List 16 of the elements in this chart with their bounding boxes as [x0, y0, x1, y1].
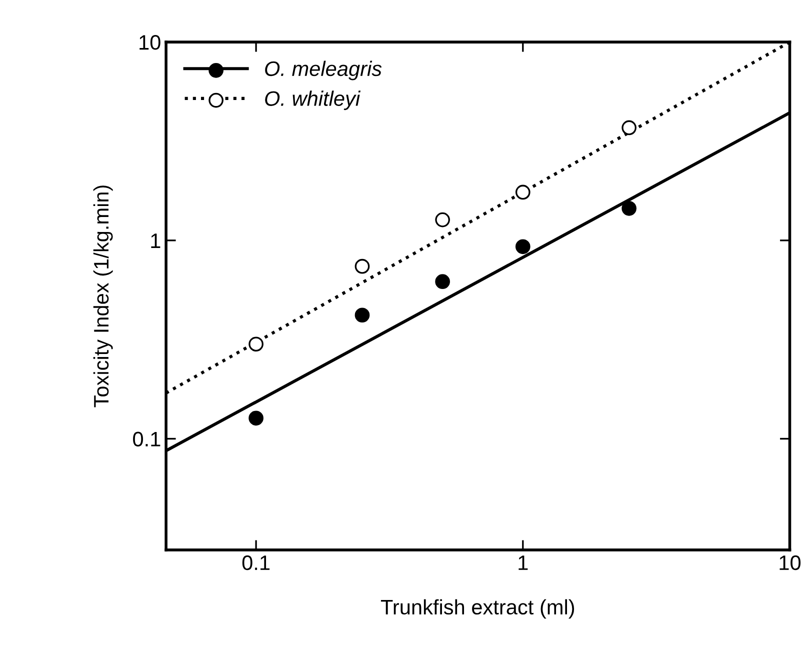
y-tick-label: 0.1 [133, 432, 160, 446]
y-tick-label: 10 [140, 35, 160, 50]
point [622, 120, 637, 136]
point [622, 200, 637, 216]
y-tick-label: 1 [151, 234, 160, 248]
point [248, 410, 264, 426]
legend-label: O. meleagris [265, 60, 382, 80]
x-tick-label: 1 [518, 556, 528, 570]
point [435, 212, 450, 228]
x-tick-label: 10 [780, 555, 801, 570]
y-axis-title: Toxicity Index (1/kg.min) [93, 186, 113, 408]
point [248, 336, 264, 352]
x-tick-label: 0.1 [242, 555, 270, 570]
x-axis-title: Trunkfish extract (ml) [380, 599, 574, 619]
legend-label: O. whitleyi [265, 90, 361, 110]
point [435, 274, 450, 289]
